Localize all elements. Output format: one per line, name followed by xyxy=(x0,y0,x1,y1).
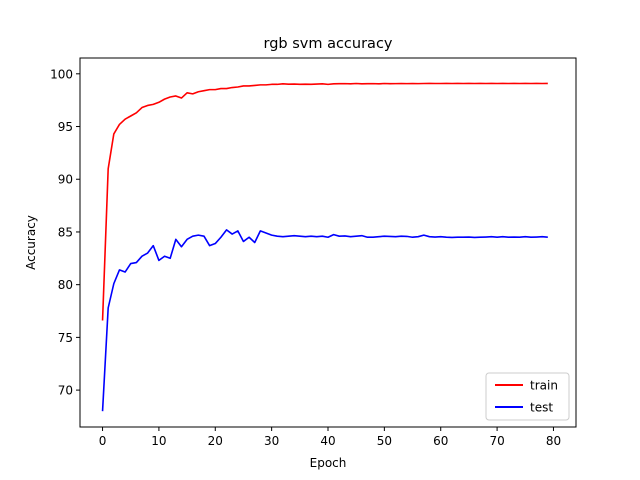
series-layer xyxy=(101,82,548,412)
y-tick-label: 100 xyxy=(50,67,73,81)
x-tick-label: 60 xyxy=(433,434,448,448)
y-axis-label: Accuracy xyxy=(24,215,38,270)
y-tick-label: 75 xyxy=(58,331,73,345)
x-tick-label: 10 xyxy=(151,434,166,448)
x-tick-label: 50 xyxy=(377,434,392,448)
legend-label-test: test xyxy=(530,401,553,415)
x-tick-label: 80 xyxy=(546,434,561,448)
x-axis-ticks: 0 10 20 30 40 50 60 70 80 xyxy=(99,427,561,448)
legend-label-train: train xyxy=(530,379,558,393)
x-axis-label: Epoch xyxy=(310,456,347,470)
x-tick-label: 30 xyxy=(264,434,279,448)
y-tick-label: 70 xyxy=(58,384,73,398)
y-tick-label: 85 xyxy=(58,225,73,239)
y-axis-ticks: 70 75 80 85 90 95 100 xyxy=(50,67,80,398)
x-tick-label: 70 xyxy=(489,434,504,448)
x-tick-label: 0 xyxy=(99,434,107,448)
y-tick-label: 90 xyxy=(58,173,73,187)
series-line-train xyxy=(101,82,548,321)
y-tick-label: 80 xyxy=(58,278,73,292)
series-line-test xyxy=(101,229,548,412)
chart-title: rgb svm accuracy xyxy=(263,36,392,52)
x-tick-label: 20 xyxy=(208,434,223,448)
y-tick-label: 95 xyxy=(58,120,73,134)
x-tick-label: 40 xyxy=(320,434,335,448)
legend: train test xyxy=(485,372,570,421)
